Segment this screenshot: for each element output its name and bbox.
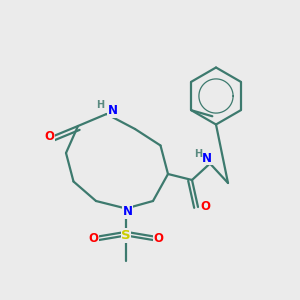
Text: N: N (202, 152, 212, 165)
Text: N: N (122, 205, 133, 218)
Text: O: O (153, 232, 164, 245)
Text: O: O (44, 130, 55, 143)
Text: S: S (121, 229, 131, 242)
Text: H: H (96, 100, 104, 110)
Text: N: N (107, 104, 118, 118)
Text: O: O (88, 232, 99, 245)
Text: H: H (194, 149, 202, 159)
Text: O: O (200, 200, 211, 214)
